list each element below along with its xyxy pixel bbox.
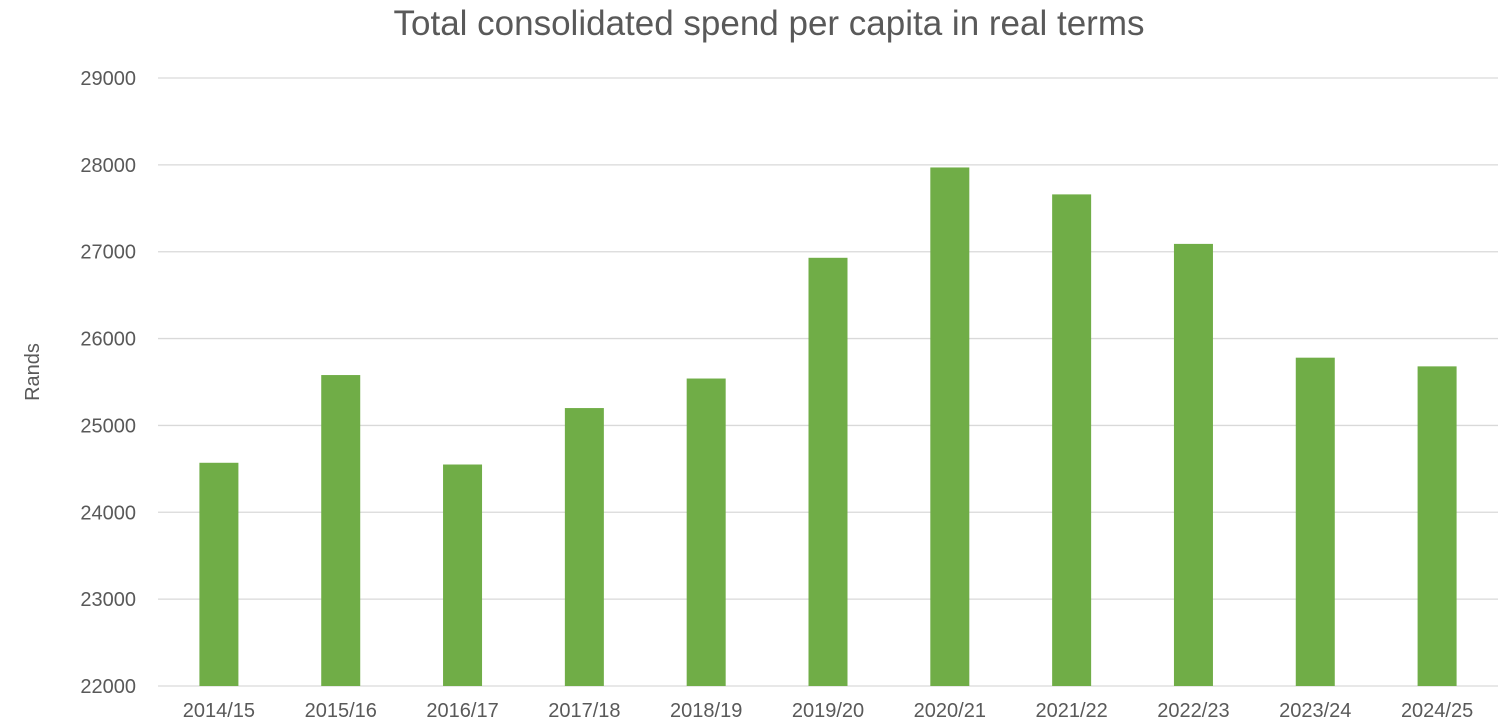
- y-axis-ticks: 22000 23000 24000 25000 26000 27000 28000 29000: [80, 68, 136, 698]
- x-tick-label: 2019/20: [792, 700, 864, 722]
- chart-title: Total consolidated spend per capita in r…: [393, 4, 1145, 43]
- bar-2018-19: [686, 378, 726, 686]
- x-tick-label: 2023/24: [1279, 700, 1351, 722]
- bar-2022-23: [1173, 243, 1213, 686]
- bar-2016-17: [443, 464, 483, 686]
- bar-2014-15: [199, 462, 239, 686]
- bar-2019-20: [808, 257, 848, 686]
- bar-2015-16: [321, 375, 361, 686]
- y-axis-label: Rands: [22, 343, 44, 401]
- y-tick-label: 23000: [80, 589, 136, 611]
- bar-2024-25: [1417, 366, 1457, 686]
- x-tick-label: 2022/23: [1157, 700, 1229, 722]
- y-tick-label: 28000: [80, 155, 136, 177]
- x-tick-label: 2018/19: [670, 700, 742, 722]
- x-tick-label: 2024/25: [1401, 700, 1473, 722]
- bar-2023-24: [1295, 357, 1335, 686]
- y-tick-label: 24000: [80, 502, 136, 524]
- y-tick-label: 26000: [80, 329, 136, 351]
- y-tick-label: 27000: [80, 242, 136, 264]
- bar-2017-18: [564, 408, 604, 686]
- x-tick-label: 2015/16: [305, 700, 377, 722]
- bars: [199, 167, 1457, 687]
- x-tick-label: 2014/15: [183, 700, 255, 722]
- bar-2021-22: [1052, 194, 1092, 687]
- y-tick-label: 25000: [80, 415, 136, 437]
- x-tick-label: 2021/22: [1035, 700, 1107, 722]
- x-tick-label: 2020/21: [914, 700, 986, 722]
- x-tick-label: 2017/18: [548, 700, 620, 722]
- bar-2020-21: [930, 167, 970, 686]
- y-tick-label: 29000: [80, 68, 136, 90]
- y-tick-label: 22000: [80, 676, 136, 698]
- x-axis-ticks: 2014/15 2015/16 2016/17 2017/18 2018/19 2019/…: [183, 700, 1473, 722]
- x-tick-label: 2016/17: [426, 700, 498, 722]
